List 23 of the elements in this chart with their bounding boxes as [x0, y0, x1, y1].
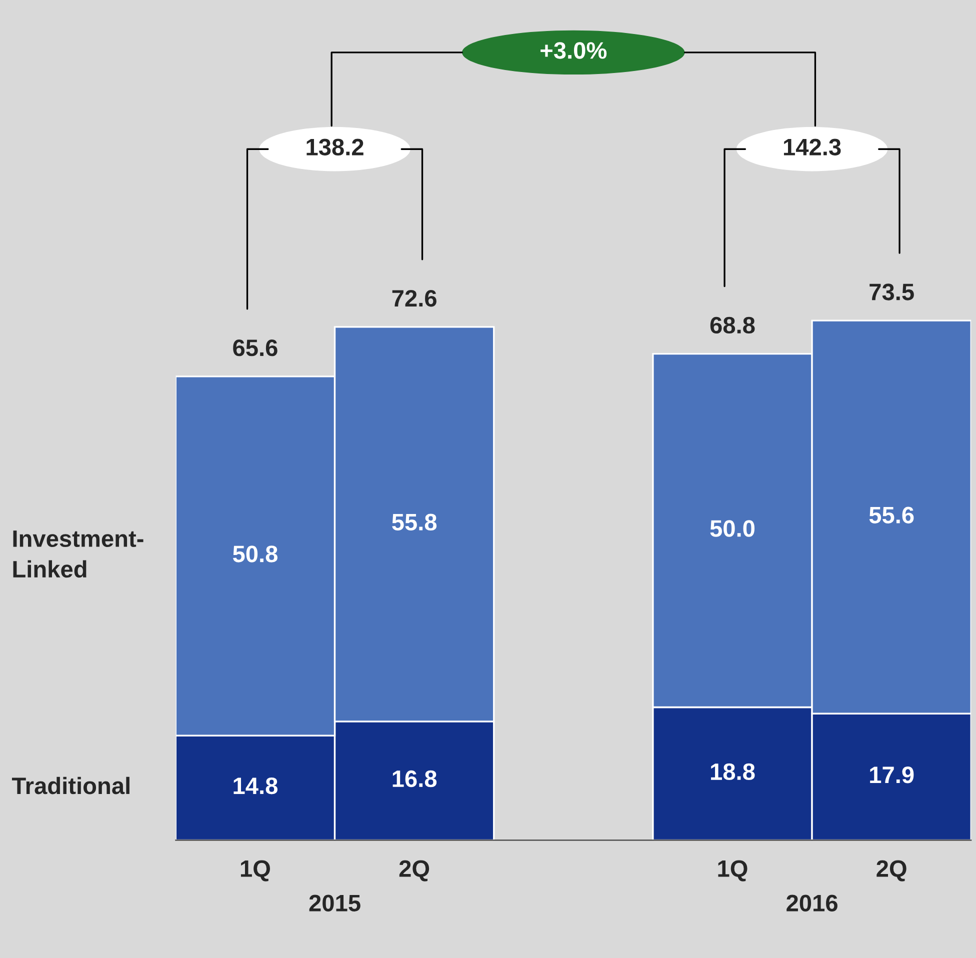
data-label: 50.8 [232, 546, 278, 562]
total-label: 72.6 [392, 290, 436, 307]
data-label: 16.8 [392, 770, 437, 788]
total-label: 68.8 [710, 316, 755, 334]
text: 2015 [309, 894, 360, 912]
series-label: Traditional [12, 776, 130, 794]
total-label: 73.5 [870, 284, 914, 300]
x-tick-label: 1Q [240, 860, 270, 882]
total-label: 65.6 [233, 339, 278, 356]
data-label: 55.6 [869, 506, 914, 524]
text: 2016 [786, 894, 838, 912]
x-tick-label: 2Q [399, 860, 430, 882]
data-label: 17.9 [870, 766, 914, 784]
text: +3.0% [540, 42, 607, 59]
data-label: 18.8 [711, 763, 755, 780]
text: 142.3 [784, 138, 841, 156]
data-label: 55.8 [392, 514, 437, 531]
data-label: 50.0 [710, 520, 754, 537]
x-tick-label: 1Q [718, 860, 748, 882]
text: 138.2 [306, 138, 364, 156]
data-label: 14.8 [234, 777, 278, 794]
x-tick-label: 2Q [876, 860, 906, 882]
series-label: Investment-Linked [13, 530, 144, 578]
